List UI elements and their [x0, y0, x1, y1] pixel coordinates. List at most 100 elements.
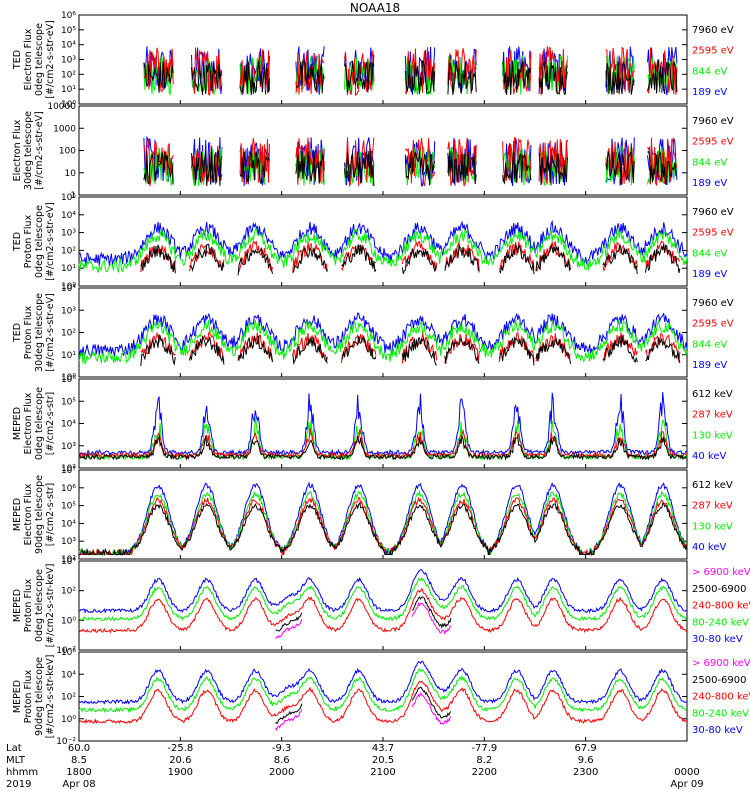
y-tick-label: 10¹: [61, 264, 76, 274]
legend-entry: 7960 eV: [692, 207, 734, 218]
chart-title: NOAA18: [350, 1, 400, 15]
y-tick-label: 1000: [53, 124, 76, 134]
legend-entry: 2500-6900: [692, 675, 747, 686]
y-tick-label: 10²: [61, 246, 76, 256]
x-tick-label: 8.2: [476, 755, 492, 766]
series-green: [78, 417, 688, 461]
x-tick-label: 60.0: [68, 743, 90, 754]
y-tick-label: 10⁰: [61, 373, 76, 383]
y-tick-label: 10⁵: [61, 26, 76, 36]
x-tick-label: 2300: [573, 767, 598, 778]
legend-entry: 7960 eV: [692, 116, 734, 127]
series-black: [140, 333, 681, 367]
panel-ylabel-line: [#/cm2-s-str-keV]: [45, 564, 56, 648]
series-black: [143, 59, 678, 96]
legend-entry: 40 keV: [692, 542, 726, 553]
legend-entry: 612 keV: [692, 389, 733, 400]
panel-ylabel-line: MEPED: [12, 498, 23, 531]
panel-ylabel-line: Proton Flux: [23, 578, 34, 632]
y-tick-label: 10²: [61, 329, 76, 339]
panel-ylabel-line: MEPED: [12, 680, 23, 713]
legend-entry: 240-800 keV: [692, 601, 750, 612]
y-tick-label: 10⁰: [61, 282, 76, 292]
series-black: [140, 243, 681, 276]
legend-entry: 844 eV: [692, 339, 727, 350]
legend-entry: 7960 eV: [692, 298, 734, 309]
x-tick-label: 43.7: [372, 743, 394, 754]
y-tick-label: 10¹: [61, 85, 76, 95]
x-row-label: MLT: [6, 755, 26, 766]
legend-entry: 2595 eV: [692, 228, 734, 239]
y-tick-label: 10⁻²: [56, 737, 76, 747]
series-blue: [78, 569, 688, 614]
legend-entry: 2595 eV: [692, 137, 734, 148]
panel-ylabel-line: [#/cm2-s-str-eV]: [34, 111, 45, 190]
panel-ylabel-line: [#/cm2-s-str-eV]: [45, 293, 56, 372]
legend-entry: 2500-6900: [692, 584, 747, 595]
y-tick-label: 10³: [61, 56, 76, 66]
y-tick-label: 10²: [61, 587, 76, 597]
y-tick-label: 10²: [61, 555, 76, 565]
legend-entry: 240-800 keV: [692, 692, 750, 703]
legend-entry: 80-240 keV: [692, 617, 749, 628]
y-tick-label: 10⁵: [61, 502, 76, 512]
panel-5: MEPED Electron Flux 0deg telescope [#/cm2-s…: [12, 375, 733, 474]
series-magenta: [275, 692, 452, 732]
y-tick-label: 10⁻²: [56, 646, 76, 656]
panel-ylabel-line: Electron Flux: [12, 119, 23, 181]
x-tick-label: 9.6: [578, 755, 594, 766]
y-tick-label: 10⁰: [61, 715, 76, 725]
x-tick-label: 20.5: [372, 755, 394, 766]
x-tick-label: 67.9: [575, 743, 597, 754]
panel-ylabel-line: TED: [12, 50, 23, 70]
panel-ylabel-line: 0deg telescope: [34, 387, 45, 460]
x-tick-label: 2200: [472, 767, 497, 778]
y-tick-label: 10⁰: [61, 100, 76, 110]
series-blue: [78, 660, 688, 705]
series-magenta: [275, 602, 452, 639]
y-tick-label: 10²: [61, 70, 76, 80]
y-tick-label: 10³: [61, 537, 76, 547]
panel-ylabel-line: Proton Flux: [23, 214, 34, 268]
y-tick-label: 10³: [61, 442, 76, 452]
series-red: [78, 680, 688, 725]
legend-entry: 844 eV: [692, 157, 727, 168]
y-tick-label: 10²: [61, 464, 76, 474]
panel-4: TED Proton Flux 30deg telescope [#/cm2-s-st…: [12, 284, 734, 383]
panel-ylabel-line: Proton Flux: [23, 669, 34, 723]
y-tick-label: 10⁶: [61, 375, 76, 385]
x-tick-label: 2100: [370, 767, 395, 778]
legend-entry: 2595 eV: [692, 319, 734, 330]
panel-3: TED Proton Flux 0deg telescope [#/cm2-s-str…: [12, 193, 734, 292]
y-tick-label: 10⁰: [61, 616, 76, 626]
series-black: [143, 149, 678, 187]
y-tick-label: 10⁷: [61, 466, 76, 476]
legend-entry: 612 keV: [692, 480, 733, 491]
series-green: [78, 576, 688, 622]
y-tick-label: 10⁵: [61, 193, 76, 203]
panel-ylabel-line: 30deg telescope: [34, 293, 45, 372]
legend-entry: 130 keV: [692, 521, 733, 532]
panel-ylabel-line: 90deg telescope: [34, 475, 45, 554]
panel-ylabel-line: 30deg telescope: [23, 111, 34, 190]
y-tick-label: 10⁶: [61, 11, 76, 21]
legend-entry: 287 keV: [692, 501, 733, 512]
panel-1: TED Electron Flux 0deg telescope [#/cm2-s-s…: [12, 11, 734, 110]
series-black: [275, 686, 452, 725]
panel-ylabel-line: [#/cm2-s-str-eV]: [45, 20, 56, 99]
x-tick-label: Apr 09: [670, 779, 703, 790]
series-black: [79, 502, 688, 557]
x-tick-label: 8.5: [71, 755, 87, 766]
y-tick-label: 100: [59, 147, 76, 157]
y-tick-label: 10: [65, 169, 77, 179]
panel-frame: [78, 560, 688, 651]
panel-ylabel-line: Electron Flux: [23, 28, 34, 90]
y-tick-label: 10⁴: [61, 420, 76, 430]
series-black: [78, 435, 688, 461]
y-tick-label: 10²: [61, 693, 76, 703]
legend-entry: 189 eV: [692, 87, 727, 98]
panel-ylabel-line: Electron Flux: [23, 392, 34, 454]
legend-entry: 80-240 keV: [692, 708, 749, 719]
x-tick-label: 2000: [269, 767, 294, 778]
